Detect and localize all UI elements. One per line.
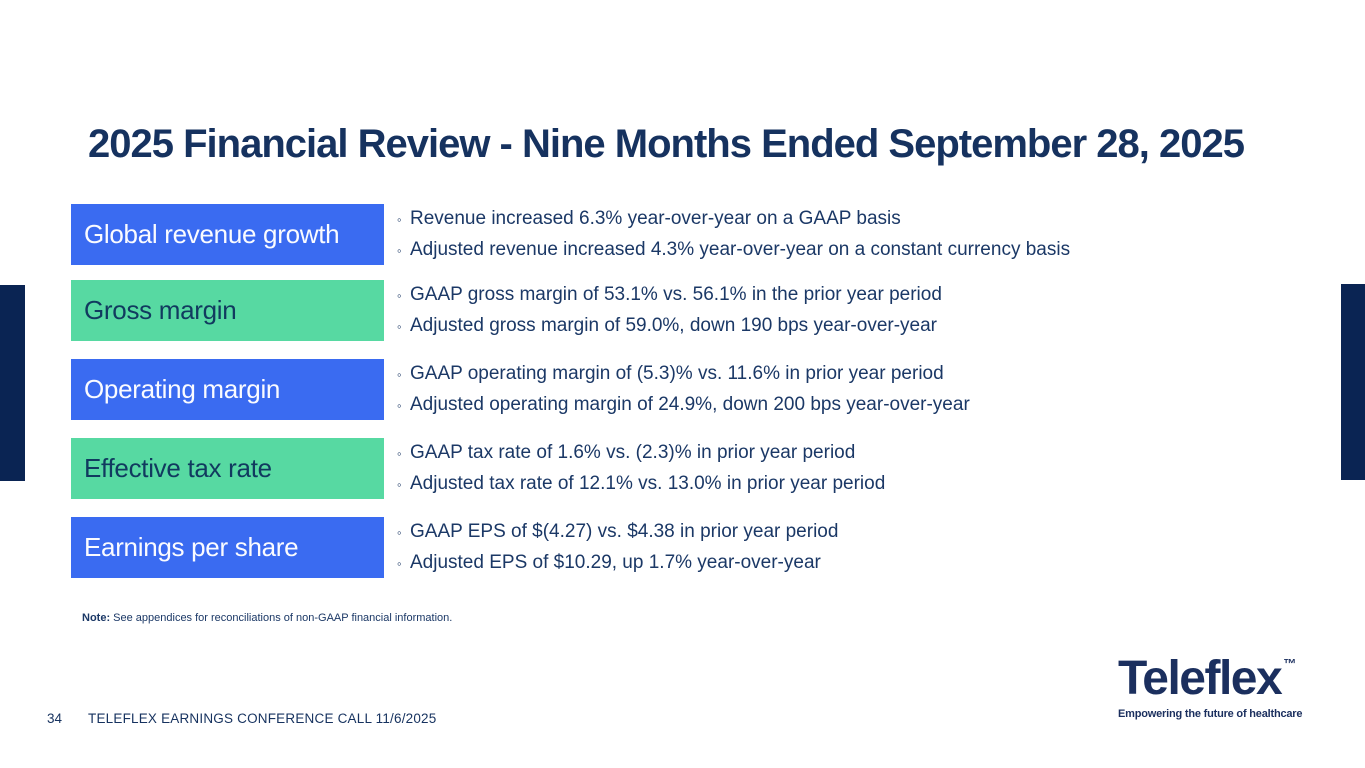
- bullet-circle-icon: ◦: [397, 524, 402, 540]
- metric-label: Earnings per share: [84, 532, 299, 562]
- bullet-line: ◦ Adjusted revenue increased 4.3% year-o…: [397, 235, 1070, 266]
- footer-title: TELEFLEX EARNINGS CONFERENCE CALL 11/6/2…: [88, 711, 437, 726]
- note-label: Note:: [82, 612, 111, 624]
- metric-label: Gross margin: [84, 295, 237, 325]
- teleflex-logo: Teleflex ™ Empowering the future of healt…: [1118, 655, 1303, 721]
- metric-row-operating-margin: Operating margin ◦ GAAP operating margin…: [71, 359, 1311, 420]
- bullet-circle-icon: ◦: [397, 287, 402, 303]
- bullet-line: ◦ GAAP EPS of $(4.27) vs. $4.38 in prior…: [397, 517, 838, 548]
- logo-wordmark: Teleflex ™: [1118, 655, 1302, 703]
- bullet-text: Adjusted tax rate of 12.1% vs. 13.0% in …: [410, 472, 886, 494]
- bullet-text: Adjusted EPS of $10.29, up 1.7% year-ove…: [410, 551, 821, 573]
- bullet-circle-icon: ◦: [397, 445, 402, 461]
- bullet-line: ◦ GAAP operating margin of (5.3)% vs. 11…: [397, 359, 970, 390]
- page-number: 34: [47, 711, 63, 726]
- metric-bullets: ◦ GAAP tax rate of 1.6% vs. (2.3)% in pr…: [397, 438, 885, 499]
- bullet-circle-icon: ◦: [397, 211, 402, 227]
- bullet-circle-icon: ◦: [397, 366, 402, 382]
- metric-label: Global revenue growth: [84, 219, 340, 249]
- bullet-line: ◦ GAAP gross margin of 53.1% vs. 56.1% i…: [397, 280, 942, 311]
- metric-label-box: Operating margin: [71, 359, 384, 420]
- bullet-circle-icon: ◦: [397, 242, 402, 258]
- bullet-line: ◦ GAAP tax rate of 1.6% vs. (2.3)% in pr…: [397, 438, 885, 469]
- bullet-line: ◦ Adjusted tax rate of 12.1% vs. 13.0% i…: [397, 469, 885, 500]
- bullet-circle-icon: ◦: [397, 397, 402, 413]
- left-edge-bar-decoration: [0, 285, 25, 481]
- page-title: 2025 Financial Review - Nine Months Ende…: [88, 121, 1245, 166]
- metric-label: Effective tax rate: [84, 453, 272, 483]
- metric-label-box: Gross margin: [71, 280, 384, 341]
- metric-label-box: Global revenue growth: [71, 204, 384, 265]
- bullet-text: GAAP gross margin of 53.1% vs. 56.1% in …: [410, 283, 942, 305]
- bullet-text: GAAP tax rate of 1.6% vs. (2.3)% in prio…: [410, 441, 856, 463]
- metric-row-gross-margin: Gross margin ◦ GAAP gross margin of 53.1…: [71, 280, 1311, 341]
- logo-wordmark-text: Teleflex: [1118, 652, 1283, 705]
- bullet-circle-icon: ◦: [397, 555, 402, 571]
- metric-row-earnings-per-share: Earnings per share ◦ GAAP EPS of $(4.27)…: [71, 517, 1311, 578]
- metric-bullets: ◦ GAAP gross margin of 53.1% vs. 56.1% i…: [397, 280, 942, 341]
- bullet-circle-icon: ◦: [397, 318, 402, 334]
- bullet-text: GAAP operating margin of (5.3)% vs. 11.6…: [410, 362, 944, 384]
- trademark-symbol: ™: [1283, 656, 1297, 671]
- bullet-text: Revenue increased 6.3% year-over-year on…: [410, 207, 901, 229]
- bullet-circle-icon: ◦: [397, 476, 402, 492]
- right-edge-bar-decoration: [1341, 284, 1365, 480]
- bullet-text: Adjusted gross margin of 59.0%, down 190…: [410, 314, 937, 336]
- bullet-text: Adjusted operating margin of 24.9%, down…: [410, 393, 970, 415]
- metric-label-box: Earnings per share: [71, 517, 384, 578]
- metric-bullets: ◦ GAAP EPS of $(4.27) vs. $4.38 in prior…: [397, 517, 838, 578]
- metric-bullets: ◦ GAAP operating margin of (5.3)% vs. 11…: [397, 359, 970, 420]
- note-text: See appendices for reconciliations of no…: [110, 612, 453, 624]
- bullet-text: Adjusted revenue increased 4.3% year-ove…: [410, 238, 1071, 260]
- bullet-line: ◦ Adjusted operating margin of 24.9%, do…: [397, 390, 970, 421]
- metric-row-effective-tax-rate: Effective tax rate ◦ GAAP tax rate of 1.…: [71, 438, 1311, 499]
- metric-label: Operating margin: [84, 374, 281, 404]
- bullet-line: ◦ Revenue increased 6.3% year-over-year …: [397, 204, 1070, 235]
- metric-row-global-revenue-growth: Global revenue growth ◦ Revenue increase…: [71, 204, 1311, 265]
- note-footnote: Note: See appendices for reconciliations…: [82, 612, 452, 624]
- logo-tagline: Empowering the future of healthcare: [1118, 708, 1303, 720]
- bullet-line: ◦ Adjusted EPS of $10.29, up 1.7% year-o…: [397, 548, 838, 579]
- metric-bullets: ◦ Revenue increased 6.3% year-over-year …: [397, 204, 1070, 265]
- metric-label-box: Effective tax rate: [71, 438, 384, 499]
- bullet-line: ◦ Adjusted gross margin of 59.0%, down 1…: [397, 311, 942, 342]
- bullet-text: GAAP EPS of $(4.27) vs. $4.38 in prior y…: [410, 520, 839, 542]
